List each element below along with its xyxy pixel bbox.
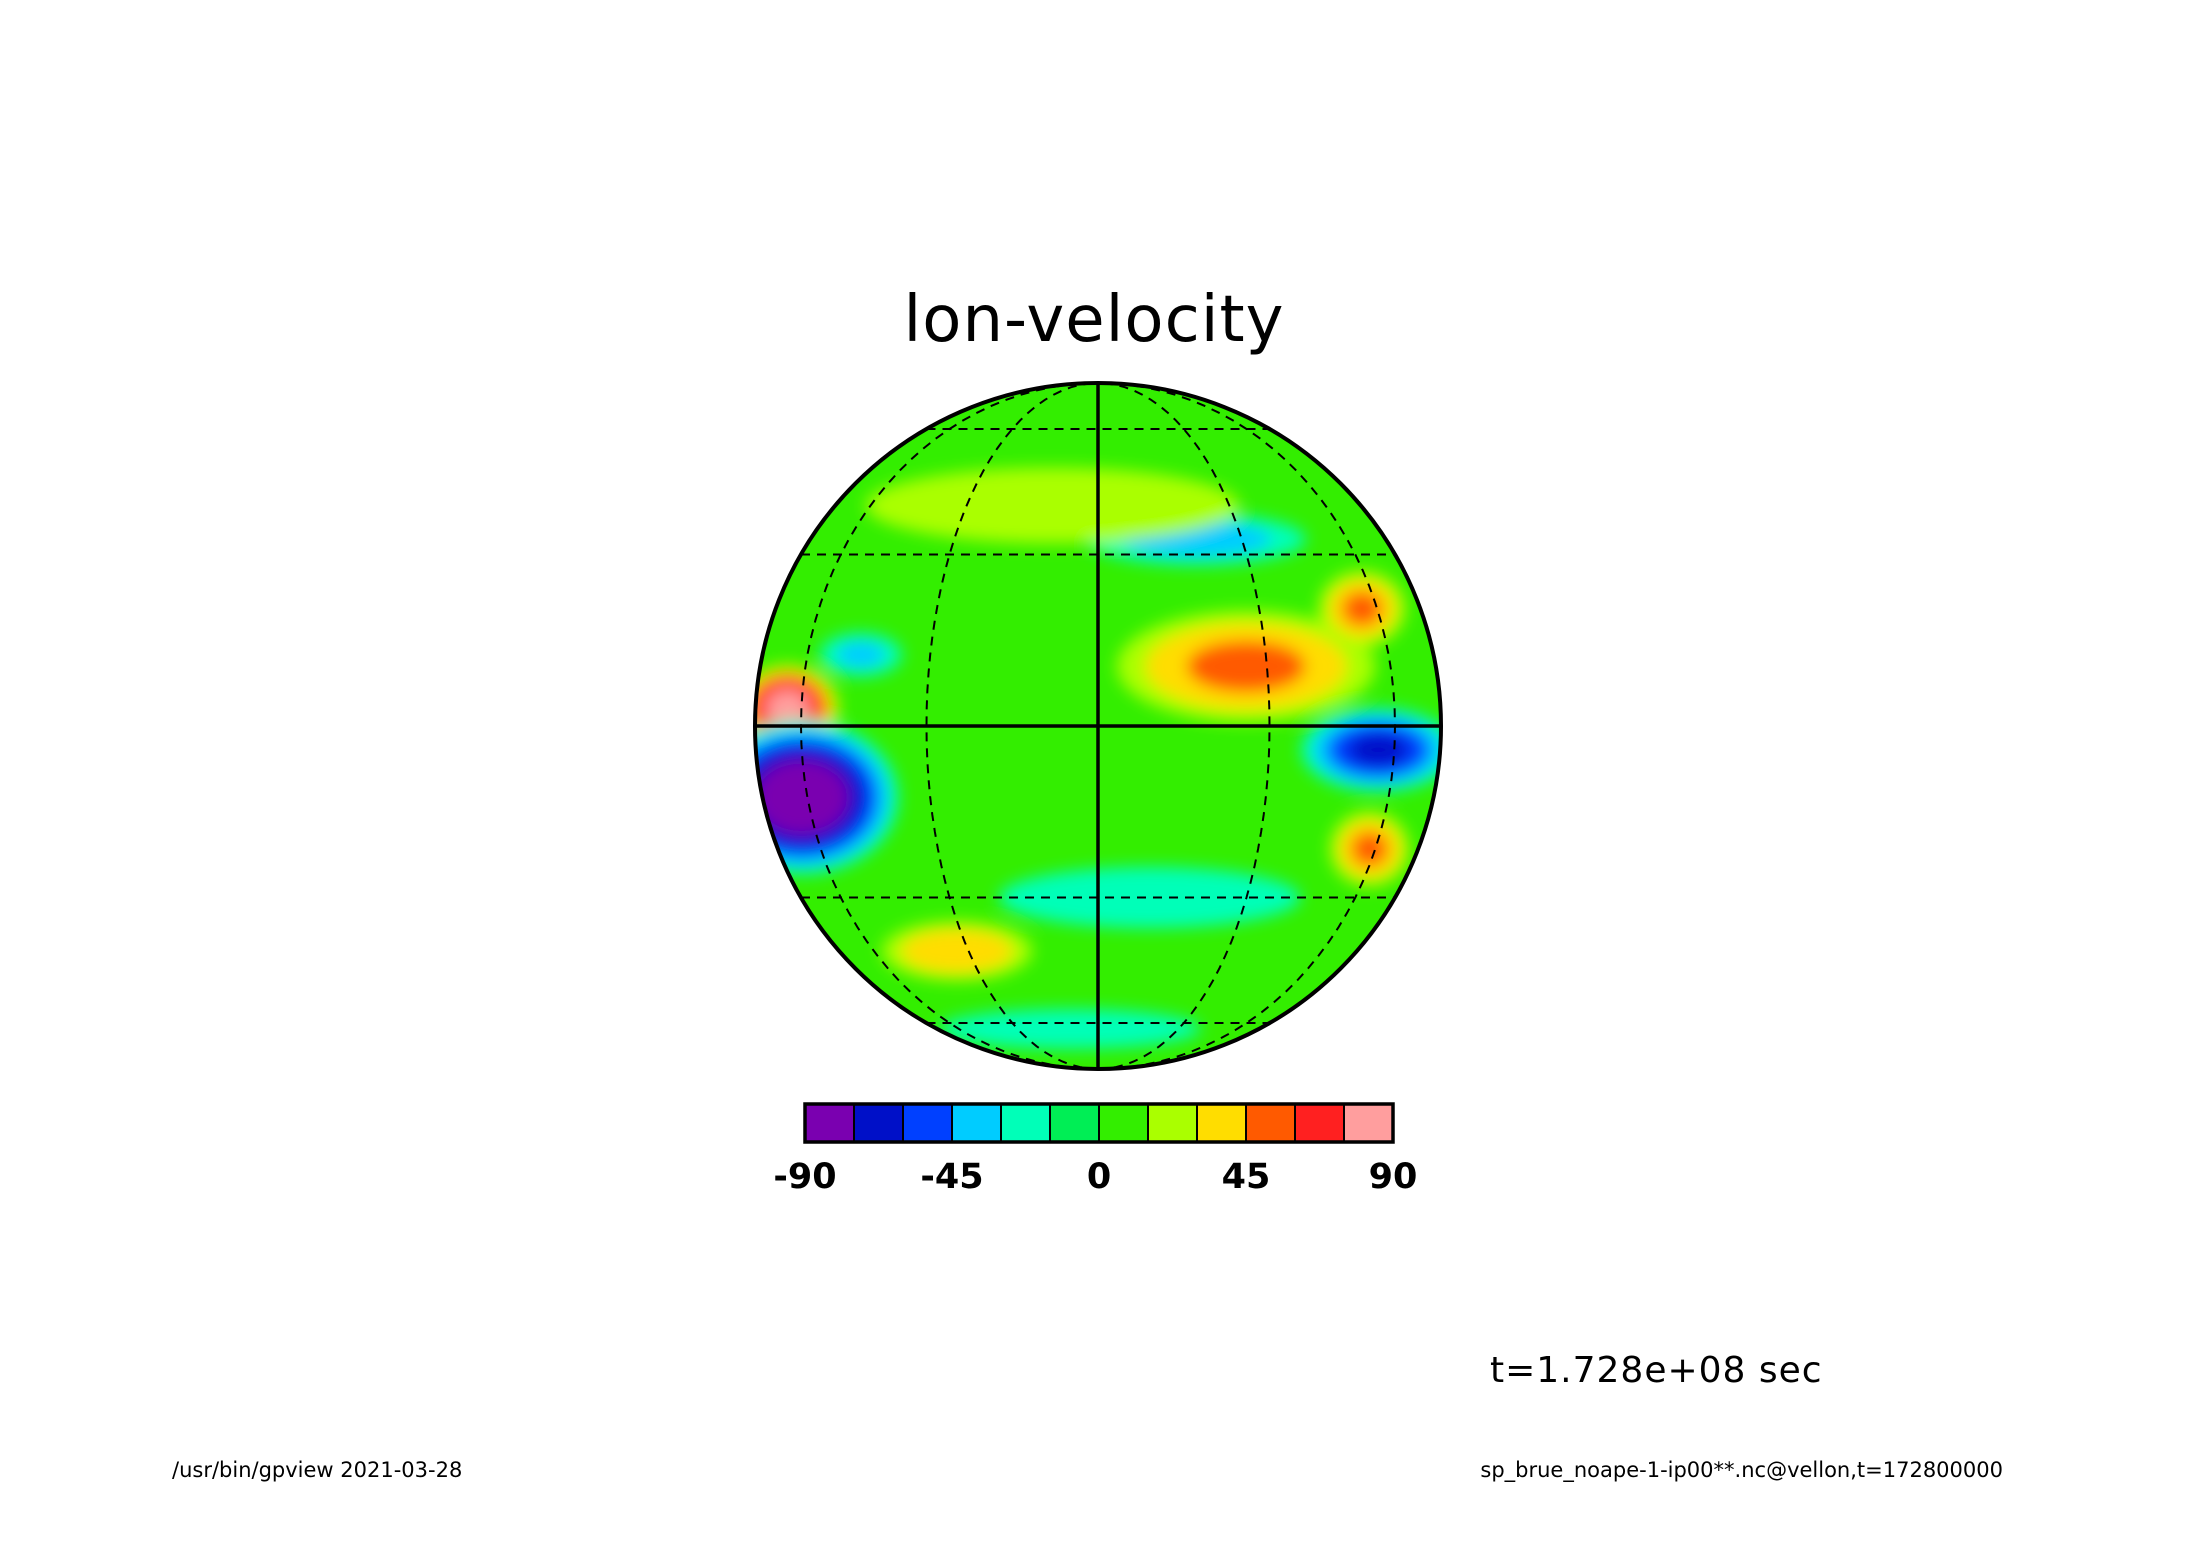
field-contour-0-75 xyxy=(765,689,810,727)
meridian-30 xyxy=(1097,382,1271,1070)
field-blobs xyxy=(755,467,1441,1049)
graticule-lines xyxy=(753,381,1443,1071)
field-contour-8--30 xyxy=(836,641,886,668)
field-contour-6-30 xyxy=(901,928,1013,974)
colorbar-swatch-10 xyxy=(1294,1103,1345,1143)
colorbar-swatch-9 xyxy=(1245,1103,1296,1143)
colorbar-swatch-5 xyxy=(1049,1103,1100,1143)
colorbar-swatch-2 xyxy=(902,1103,953,1143)
field-contour-3-45 xyxy=(1186,640,1306,693)
colorbar-tick-label: -90 xyxy=(773,1157,836,1197)
colorbar-swatch-3 xyxy=(951,1103,1002,1143)
field-contour-11--15 xyxy=(939,1009,1201,1049)
colorbar-swatch-0 xyxy=(804,1103,855,1143)
globe-outline xyxy=(753,381,1443,1071)
colorbar-frame xyxy=(803,1102,1395,1144)
colorbar-swatch-1 xyxy=(853,1103,904,1143)
field-contour-9-15 xyxy=(865,467,1240,544)
meridian--30 xyxy=(925,382,1099,1070)
field-contour-5-45 xyxy=(1351,831,1388,867)
footer-program-date: /usr/bin/gpview 2021-03-28 xyxy=(172,1458,463,1482)
footer-source-file: sp_brue_noape-1-ip00**.nc@vellon,t=17280… xyxy=(1480,1458,2003,1482)
colorbar-tick-label: 45 xyxy=(1222,1157,1271,1197)
colorbar-tick-label: 90 xyxy=(1369,1157,1418,1197)
colorbar-swatch-8 xyxy=(1196,1103,1247,1143)
colorbar-tick-label: 0 xyxy=(1087,1157,1111,1197)
field-contour-1--75 xyxy=(755,760,849,835)
colorbar: -90 -45 0 45 90 xyxy=(773,1102,1418,1197)
field-contour-2--60 xyxy=(1348,733,1409,767)
colorbar-swatch-6 xyxy=(1098,1103,1149,1143)
time-label: t=1.728e+08 sec xyxy=(1490,1350,1823,1391)
colorbar-swatch-11 xyxy=(1343,1103,1394,1143)
colorbar-tick-label: -45 xyxy=(920,1157,983,1197)
field-contour-10--15 xyxy=(998,866,1301,929)
field-contour-4-45 xyxy=(1341,591,1383,627)
colorbar-swatch-7 xyxy=(1147,1103,1198,1143)
chart-title: lon-velocity xyxy=(903,283,1285,357)
colorbar-swatch-4 xyxy=(1000,1103,1051,1143)
